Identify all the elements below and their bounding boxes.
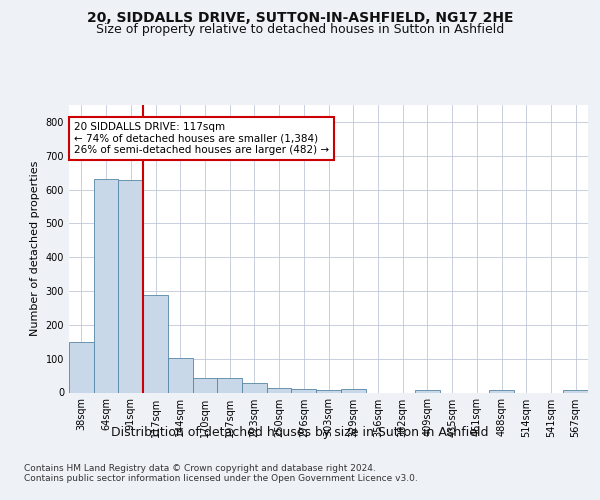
Bar (489, 390, 514, 392)
Bar (118, 180, 143, 392)
Text: Size of property relative to detached houses in Sutton in Ashfield: Size of property relative to detached ho… (96, 22, 504, 36)
Bar (316, 390, 341, 392)
Bar (168, 358, 193, 392)
Text: 20, SIDDALLS DRIVE, SUTTON-IN-ASHFIELD, NG17 2HE: 20, SIDDALLS DRIVE, SUTTON-IN-ASHFIELD, … (87, 11, 513, 25)
Bar (267, 388, 292, 392)
Bar (217, 378, 242, 392)
Bar (415, 390, 440, 392)
Bar (563, 390, 588, 392)
Bar (341, 389, 365, 392)
Bar (94, 178, 118, 392)
Bar (242, 384, 267, 392)
Text: Distribution of detached houses by size in Sutton in Ashfield: Distribution of detached houses by size … (111, 426, 489, 439)
Bar (292, 389, 316, 392)
Text: Contains HM Land Registry data © Crown copyright and database right 2024.
Contai: Contains HM Land Registry data © Crown c… (24, 464, 418, 483)
Y-axis label: Number of detached properties: Number of detached properties (30, 161, 40, 336)
Text: 20 SIDDALLS DRIVE: 117sqm
← 74% of detached houses are smaller (1,384)
26% of se: 20 SIDDALLS DRIVE: 117sqm ← 74% of detac… (74, 122, 329, 155)
Bar (143, 296, 168, 392)
Bar (193, 378, 217, 392)
Bar (69, 342, 94, 392)
